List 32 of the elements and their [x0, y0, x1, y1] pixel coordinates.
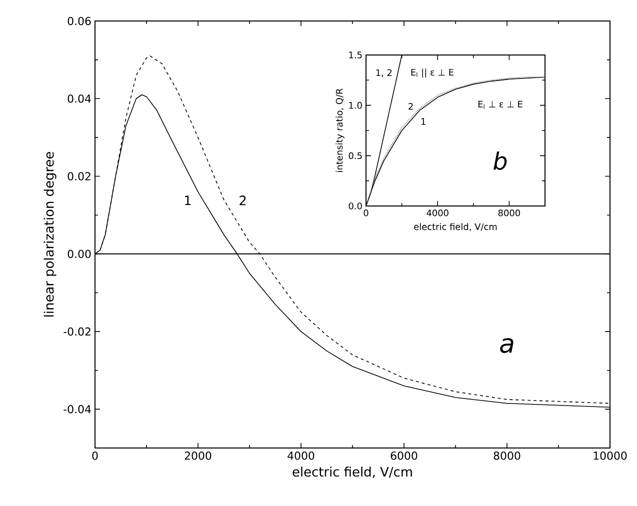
y-tick-label: -0.04 — [64, 405, 91, 414]
x-tick-label: 2000 — [184, 452, 212, 460]
x-axis-title: electric field, V/cm — [292, 466, 412, 478]
x-tick-label: 0 — [364, 210, 368, 216]
annotation: b — [494, 151, 507, 170]
y-tick-label: 0.06 — [68, 16, 91, 26]
y-tick-label: 1.5 — [349, 52, 362, 58]
y-tick-label: 0.5 — [348, 152, 362, 160]
y-axis-title: intensity ratio, Q/R — [336, 88, 344, 172]
x-tick-label: 8000 — [494, 452, 520, 460]
annotation: 2 — [408, 103, 413, 110]
annotation: E$_{l}$ ⊥ ε ⊥ E — [478, 100, 522, 109]
annotation: 1, 2 — [376, 69, 392, 77]
y-tick-label: 1.0 — [349, 102, 362, 109]
y-tick-label: 0.04 — [68, 94, 91, 103]
x-tick-label: 10000 — [594, 452, 627, 460]
annotation: 1 — [421, 118, 426, 125]
x-tick-label: 0 — [92, 452, 98, 460]
y-tick-label: 0.02 — [68, 172, 90, 180]
x-tick-label: 4000 — [288, 452, 314, 460]
y-tick-label: -0.02 — [64, 327, 90, 336]
y-tick-label: 0.0 — [348, 202, 362, 210]
x-tick-label: 8000 — [498, 210, 520, 216]
x-tick-label: 4000 — [426, 210, 448, 216]
x-tick-label: 6000 — [390, 452, 418, 460]
annotation: 1 — [185, 196, 191, 206]
annotation: 2 — [240, 196, 246, 206]
x-axis-title: electric field, V/cm — [414, 223, 497, 231]
y-axis-title: linear polarization degree — [44, 152, 56, 316]
annotation: a — [500, 338, 514, 353]
y-tick-label: 0.00 — [68, 250, 91, 258]
annotation: E$_{l}$ || ε ⊥ E — [411, 68, 454, 78]
